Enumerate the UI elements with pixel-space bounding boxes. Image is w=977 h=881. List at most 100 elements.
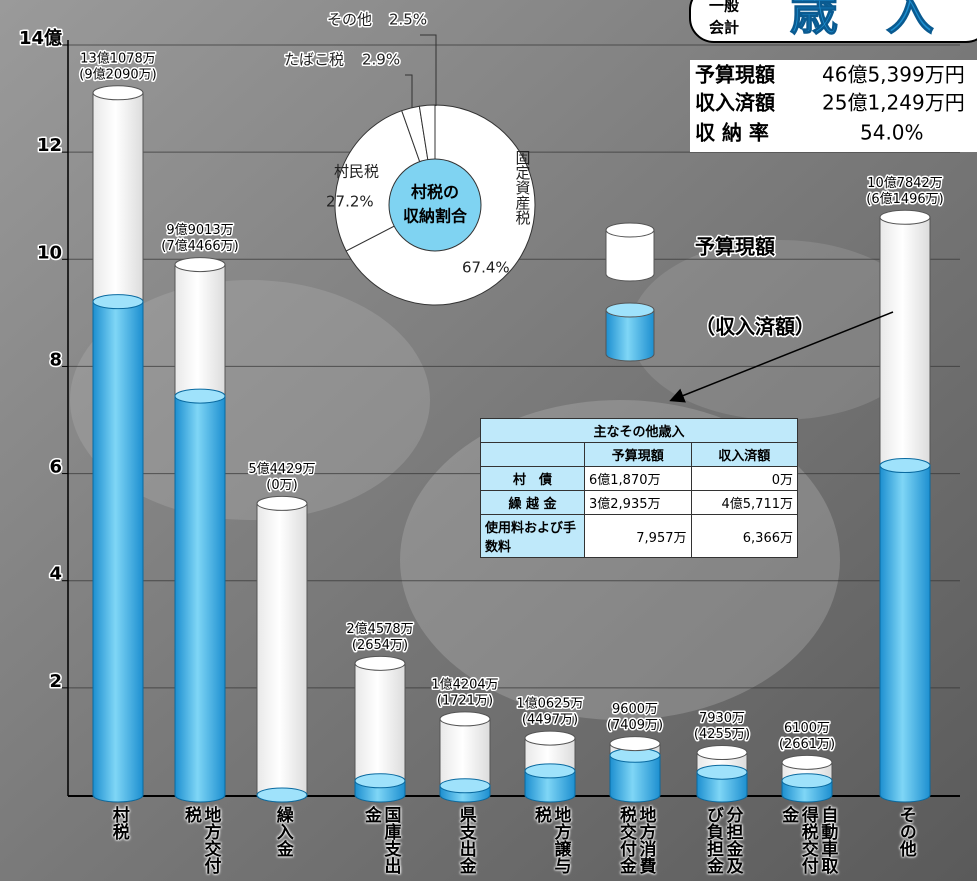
table-cell: 6億1,870万 bbox=[584, 466, 692, 491]
header-title: 歳 入 bbox=[790, 0, 934, 41]
legend: 予算現額 （収入済額） bbox=[605, 222, 817, 362]
budget-value-label: 6100万 bbox=[784, 721, 830, 736]
legend-label: 予算現額 bbox=[695, 235, 775, 259]
pie-title: 村税の bbox=[411, 183, 459, 202]
table-cell: 4億5,711万 bbox=[690, 490, 798, 515]
summary-label: 収 納 率 bbox=[695, 121, 769, 145]
budget-bar-top bbox=[174, 257, 226, 273]
pie-label: 固定資産税 bbox=[514, 150, 532, 226]
budget-bar bbox=[256, 502, 308, 803]
table-cell: 0万 bbox=[690, 466, 798, 491]
received-bar-top bbox=[256, 787, 308, 803]
received-bar bbox=[879, 465, 931, 803]
table-row-label: 繰 越 金 bbox=[480, 490, 585, 515]
received-bar-top bbox=[696, 764, 748, 780]
pie-title: 収納割合 bbox=[403, 207, 468, 226]
pie-label: 27.2% bbox=[326, 193, 374, 211]
received-bar bbox=[174, 395, 226, 803]
header-label: 一般 bbox=[709, 0, 739, 15]
y-tick-label: 8 bbox=[49, 349, 62, 370]
budget-value-label: 9600万 bbox=[612, 702, 658, 717]
y-tick-label: 2 bbox=[49, 671, 62, 692]
received-value-label: (0万) bbox=[266, 478, 297, 493]
budget-bar-top bbox=[256, 495, 308, 511]
x-tick-label: 国庫支出金 bbox=[361, 806, 401, 874]
header-box bbox=[689, 0, 977, 43]
budget-value-label: 9億9013万 bbox=[166, 222, 233, 238]
budget-value-label: 10億7842万 bbox=[867, 175, 943, 191]
legend-swatch bbox=[605, 229, 655, 282]
budget-value-label: 7930万 bbox=[699, 711, 745, 726]
table-header: 予算現額 bbox=[584, 442, 692, 467]
received-value-label: (2661万) bbox=[779, 737, 835, 752]
budget-value-label: 2億4578万 bbox=[346, 621, 413, 637]
leader-line bbox=[405, 74, 413, 108]
received-value-label: (4497万) bbox=[522, 713, 578, 728]
budget-bar-top bbox=[92, 85, 144, 101]
x-tick-label: 分担金及び負担金 bbox=[703, 806, 743, 874]
pie-label: 2.5% bbox=[389, 11, 427, 29]
budget-bar-top bbox=[696, 745, 748, 761]
legend-label: （収入済額） bbox=[695, 315, 815, 339]
header-label: 会計 bbox=[709, 19, 739, 37]
budget-bar-top bbox=[524, 730, 576, 746]
background-photo bbox=[630, 240, 930, 420]
y-tick-label: 6 bbox=[49, 457, 62, 478]
received-bar-top bbox=[524, 763, 576, 779]
x-tick-label: 県支出金 bbox=[455, 806, 476, 874]
pie-label: 2.9% bbox=[362, 51, 400, 69]
budget-bar-top bbox=[354, 655, 406, 671]
summary-value: 54.0% bbox=[860, 121, 924, 145]
budget-bar-top bbox=[609, 736, 661, 752]
legend-swatch-top bbox=[605, 222, 655, 238]
summary-value: 46億5,399万円 bbox=[822, 63, 965, 87]
x-tick-label: 地方消費税交付金 bbox=[616, 806, 656, 874]
summary-value: 25億1,249万円 bbox=[822, 91, 965, 115]
bars: 13億1078万(9億2090万) 9億9013万(7億4466万) 5億4429万… bbox=[78, 49, 945, 803]
pie-label: たばこ税 bbox=[284, 51, 344, 69]
table-header: 収入済額 bbox=[690, 442, 798, 467]
table-title: 主なその他歳入 bbox=[480, 418, 798, 443]
table-cell: 6,366万 bbox=[690, 514, 798, 558]
pie-center bbox=[388, 158, 482, 252]
received-value-label: (6億1496万) bbox=[866, 191, 944, 207]
received-bar-top bbox=[781, 773, 833, 789]
budget-value-label: 1億0625万 bbox=[516, 696, 583, 712]
summary-box bbox=[690, 60, 977, 152]
received-bar bbox=[524, 770, 576, 803]
pie-label: その他 bbox=[327, 11, 372, 29]
budget-bar-top bbox=[439, 711, 491, 727]
x-tick-label: 地方譲与税 bbox=[531, 806, 571, 874]
x-tick-label: その他 bbox=[895, 806, 916, 857]
table-cell: 3億2,935万 bbox=[584, 490, 692, 515]
legend-swatch bbox=[605, 309, 655, 362]
summary-label: 収入済額 bbox=[695, 91, 775, 115]
table-row-label: 村 債 bbox=[480, 466, 585, 491]
x-tick-label: 繰入金 bbox=[272, 806, 293, 857]
budget-bar-top bbox=[781, 754, 833, 770]
budget-value-label: 1億4204万 bbox=[431, 676, 498, 692]
received-value-label: (2654万) bbox=[352, 638, 408, 653]
y-tick-label: 12 bbox=[37, 135, 62, 156]
x-tick-label: 自動車取得税交付金 bbox=[778, 806, 838, 874]
received-value-label: (9億2090万) bbox=[79, 66, 157, 82]
table-row-label: 使用料および手数料 bbox=[480, 514, 585, 558]
budget-bar-top bbox=[879, 209, 931, 225]
received-value-label: (4255万) bbox=[694, 727, 750, 742]
background-photo bbox=[70, 280, 430, 520]
x-tick-label: 村税 bbox=[108, 806, 129, 840]
received-bar bbox=[696, 771, 748, 803]
received-bar-top bbox=[92, 294, 144, 310]
leader-line bbox=[420, 34, 437, 106]
arrow bbox=[669, 311, 894, 403]
y-tick-label: 14億 bbox=[19, 27, 62, 49]
received-bar-top bbox=[174, 388, 226, 404]
x-tick-label: 地方交付税 bbox=[181, 806, 221, 874]
received-bar bbox=[92, 301, 144, 803]
received-value-label: (1721万) bbox=[437, 693, 493, 708]
y-tick-label: 4 bbox=[49, 564, 62, 585]
received-bar bbox=[609, 754, 661, 803]
received-bar-top bbox=[439, 778, 491, 794]
